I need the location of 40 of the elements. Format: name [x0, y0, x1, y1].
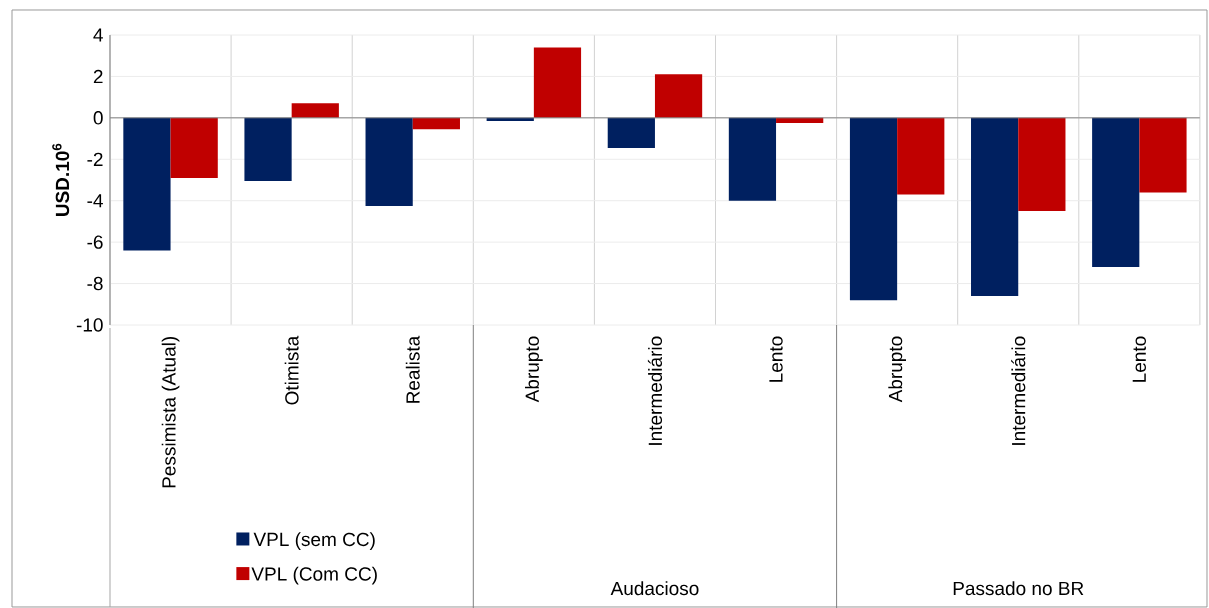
bar	[533, 47, 582, 118]
bar	[1092, 117, 1140, 267]
y-tick-label: -2	[87, 152, 103, 166]
y-tick-label: 0	[93, 110, 103, 125]
x-tick-label: Otimista	[284, 335, 299, 405]
y-tick-label: -8	[87, 276, 103, 291]
bar	[849, 117, 898, 300]
y-axis-title: USD.10$^{6}$	[52, 143, 70, 216]
bar	[365, 117, 413, 206]
y-tick-label: 2	[93, 69, 103, 83]
bar	[728, 117, 777, 201]
x-tick-label: Intermediário	[1011, 336, 1026, 445]
x-tick-label: Abrupto	[525, 336, 543, 403]
bar	[412, 117, 460, 129]
y-tick-label: -4	[87, 193, 103, 207]
legend-label: VPL (Com CC)	[251, 566, 377, 585]
bar	[897, 117, 945, 195]
x-tick-label: Lento	[1132, 336, 1146, 382]
x-tick-label: Intermediário	[647, 336, 663, 445]
x-tick-label: Pessimista (Atual)	[161, 336, 180, 488]
x-tick-label: Lento	[769, 336, 783, 382]
bar	[607, 117, 655, 148]
bar	[244, 117, 292, 181]
legend-label: VPL (sem CC)	[253, 531, 375, 550]
bar	[170, 117, 218, 178]
x-tick-label: Realista	[405, 335, 420, 403]
y-tick-label: -6	[87, 235, 103, 249]
bar	[654, 74, 703, 118]
text: Audacioso	[610, 580, 699, 595]
y-tick-label: 4	[93, 28, 103, 42]
bar	[971, 117, 1019, 296]
x-tick-label: Abrupto	[888, 336, 906, 403]
bar	[123, 117, 171, 251]
bar	[291, 103, 339, 118]
y-tick-label: -10	[76, 318, 103, 332]
bar	[486, 117, 534, 121]
text: Passado no BR	[953, 580, 1084, 595]
bar	[776, 117, 824, 123]
bar	[1139, 117, 1187, 193]
bar	[1018, 117, 1066, 211]
